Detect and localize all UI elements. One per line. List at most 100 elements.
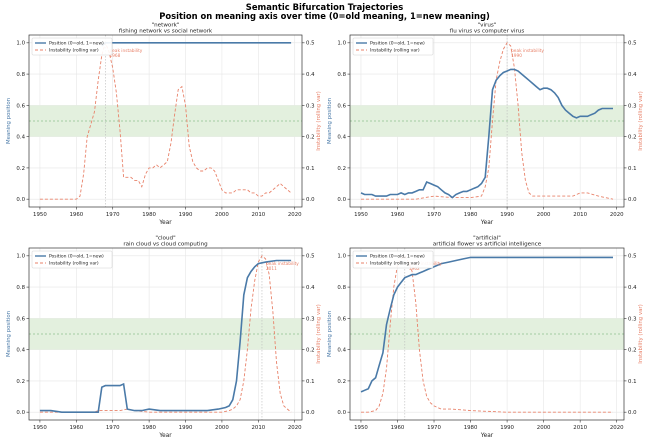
y2-tick-label: 0.5: [628, 254, 637, 260]
y2-axis-label: Instability (rolling var): [638, 304, 644, 364]
x-tick-label: 2000: [215, 212, 229, 218]
y-tick-label: 0.0: [337, 197, 346, 203]
x-tick-label: 1950: [354, 212, 368, 218]
legend-box: [31, 250, 113, 269]
legend-label-instability: Instability (rolling var): [49, 48, 99, 54]
axes-frame: [28, 34, 303, 208]
x-tick-label: 1960: [391, 212, 405, 218]
x-axis-label: Year: [480, 433, 494, 439]
legend-label-instability: Instability (rolling var): [49, 261, 99, 267]
panel-word-title: "network": [152, 23, 180, 29]
x-tick-label: 2020: [288, 425, 302, 431]
x-tick-label: 1970: [427, 212, 441, 218]
x-axis-label: Year: [158, 433, 172, 439]
position-series-line: [360, 256, 613, 393]
peak-annotation-text: 1968: [109, 53, 120, 59]
y2-tick-label: 0.1: [306, 166, 315, 172]
y-tick-label: 0.8: [16, 285, 25, 291]
y-tick-label: 0.0: [16, 410, 25, 416]
peak-annotation-text: peak instability: [511, 48, 544, 54]
y2-tick-label: 0.5: [306, 41, 315, 47]
panel-word-title: "artificial": [473, 236, 501, 242]
figure-subtitle: Position on meaning axis over time (0=ol…: [159, 11, 490, 21]
x-tick-label: 1970: [106, 425, 120, 431]
y-axis-label: Meaning position: [6, 311, 12, 357]
x-axis-label: Year: [158, 220, 172, 226]
x-tick-label: 1960: [69, 212, 83, 218]
panel-comparison-title: artificial flower vs artificial intellig…: [433, 242, 542, 248]
x-tick-label: 1990: [500, 212, 514, 218]
y2-tick-label: 0.4: [628, 285, 637, 291]
peak-annotation-text: peak instability: [109, 48, 142, 54]
legend-box: [352, 250, 434, 269]
y2-tick-label: 0.3: [306, 316, 315, 322]
panel-1: 1950 1960 1970 1980 1990 2000 2010 2020 Year 0.0 0…: [327, 23, 644, 227]
y2-tick-label: 0.2: [628, 348, 637, 354]
x-tick-label: 1980: [464, 425, 478, 431]
y2-tick-label: 0.3: [628, 103, 637, 109]
panel-word-title: "cloud": [155, 236, 176, 242]
y-tick-label: 0.2: [337, 379, 346, 385]
y2-axis-label: Instability (rolling var): [638, 91, 644, 151]
instability-series-line: [361, 255, 613, 413]
peak-annotation-text: 1990: [511, 53, 522, 59]
y2-tick-label: 0.2: [306, 135, 315, 141]
panel-0: 1950 1960 1970 1980 1990 2000 2010 2020 Year 0.0 0…: [6, 23, 322, 227]
x-tick-label: 2020: [610, 212, 624, 218]
panel-comparison-title: rain cloud vs cloud computing: [123, 242, 208, 248]
peak-annotation-text: 2011: [266, 266, 277, 272]
x-tick-label: 1990: [179, 212, 193, 218]
legend-label-position: Position (0=old, 1=new): [370, 41, 425, 47]
y-tick-label: 0.4: [337, 348, 346, 354]
y2-tick-label: 0.0: [628, 410, 637, 416]
figure-title: Semantic Bifurcation Trajectories: [245, 2, 404, 12]
x-tick-label: 1950: [33, 212, 47, 218]
x-tick-label: 2010: [573, 212, 587, 218]
axes-frame: [28, 247, 303, 421]
y2-tick-label: 0.4: [306, 72, 315, 78]
y2-tick-label: 0.3: [628, 316, 637, 322]
instability-series-line: [39, 255, 292, 413]
y2-tick-label: 0.4: [628, 72, 637, 78]
legend-label-position: Position (0=old, 1=new): [370, 254, 425, 260]
y-tick-label: 0.6: [16, 316, 25, 322]
instability-series-line: [39, 41, 292, 200]
y2-tick-label: 0.1: [306, 379, 315, 385]
y2-axis-label: Instability (rolling var): [316, 304, 322, 364]
x-tick-label: 1950: [354, 425, 368, 431]
y-tick-label: 1.0: [16, 254, 25, 260]
x-tick-label: 2000: [537, 212, 551, 218]
y-tick-label: 0.6: [337, 103, 346, 109]
y-tick-label: 0.0: [16, 197, 25, 203]
x-tick-label: 2000: [537, 425, 551, 431]
y-tick-label: 0.2: [337, 166, 346, 172]
x-tick-label: 2010: [573, 425, 587, 431]
y2-axis-label: Instability (rolling var): [316, 91, 322, 151]
x-tick-label: 1970: [106, 212, 120, 218]
y-axis-label: Meaning position: [327, 311, 333, 357]
panel-comparison-title: fishing network vs social network: [119, 29, 213, 35]
y2-tick-label: 0.1: [628, 166, 637, 172]
x-tick-label: 2010: [251, 425, 265, 431]
peak-annotation-text: 1962: [409, 266, 420, 272]
legend-box: [31, 37, 113, 56]
x-tick-label: 1980: [142, 212, 156, 218]
x-tick-label: 1980: [142, 425, 156, 431]
x-tick-label: 1970: [427, 425, 441, 431]
y-tick-label: 0.8: [337, 285, 346, 291]
y-tick-label: 1.0: [16, 41, 25, 47]
x-tick-label: 2000: [215, 425, 229, 431]
y2-tick-label: 0.1: [628, 379, 637, 385]
y2-tick-label: 0.0: [306, 410, 315, 416]
position-series-line: [360, 68, 613, 199]
panel-word-title: "virus": [478, 23, 497, 29]
y2-tick-label: 0.2: [306, 348, 315, 354]
legend-label-position: Position (0=old, 1=new): [49, 41, 104, 47]
y-tick-label: 0.6: [16, 103, 25, 109]
y2-tick-label: 0.3: [306, 103, 315, 109]
x-tick-label: 1990: [500, 425, 514, 431]
axes-frame: [349, 34, 625, 208]
y2-tick-label: 0.5: [628, 41, 637, 47]
